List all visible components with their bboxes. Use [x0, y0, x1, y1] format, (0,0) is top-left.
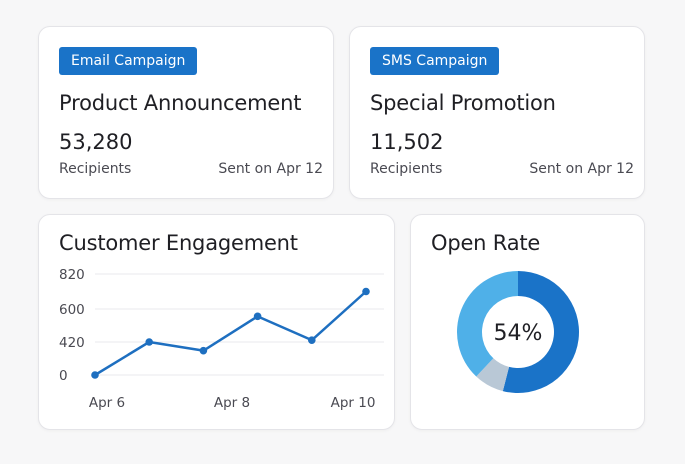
y-tick-label: 420 — [59, 335, 85, 351]
open-rate-title: Open Rate — [431, 231, 540, 255]
y-tick-label: 600 — [59, 302, 85, 318]
x-tick-label: Apr 6 — [89, 395, 125, 411]
sent-date: Sent on Apr 12 — [529, 161, 634, 177]
x-tick-label: Apr 10 — [331, 395, 376, 411]
data-point — [254, 313, 262, 321]
data-point — [91, 371, 99, 379]
sms-campaign-badge: SMS Campaign — [370, 47, 499, 75]
campaign-title: Product Announcement — [59, 91, 301, 115]
recipient-count: 11,502 — [370, 130, 443, 154]
data-point — [145, 338, 153, 346]
recipient-count: 53,280 — [59, 130, 132, 154]
customer-engagement-card: 0 420 600 820 Apr 6 Apr 8 Apr 10 Customer Enga… — [38, 214, 395, 430]
recipients-label: Recipients — [370, 161, 442, 177]
sent-date: Sent on Apr 12 — [218, 161, 323, 177]
open-rate-card: 54% Open Rate — [410, 214, 645, 430]
data-point — [308, 336, 316, 344]
y-tick-label: 820 — [59, 267, 85, 283]
engagement-series-line — [95, 292, 366, 376]
email-campaign-card[interactable]: Email Campaign Product Announcement 53,2… — [38, 26, 334, 199]
data-point — [362, 288, 370, 296]
data-point — [200, 347, 208, 355]
engagement-title: Customer Engagement — [59, 231, 298, 255]
y-tick-label: 0 — [59, 368, 68, 384]
recipients-label: Recipients — [59, 161, 131, 177]
open-rate-value: 54% — [494, 321, 543, 346]
sms-campaign-card[interactable]: SMS Campaign Special Promotion 11,502 Re… — [349, 26, 645, 199]
email-campaign-badge: Email Campaign — [59, 47, 197, 75]
x-tick-label: Apr 8 — [214, 395, 250, 411]
campaign-title: Special Promotion — [370, 91, 556, 115]
